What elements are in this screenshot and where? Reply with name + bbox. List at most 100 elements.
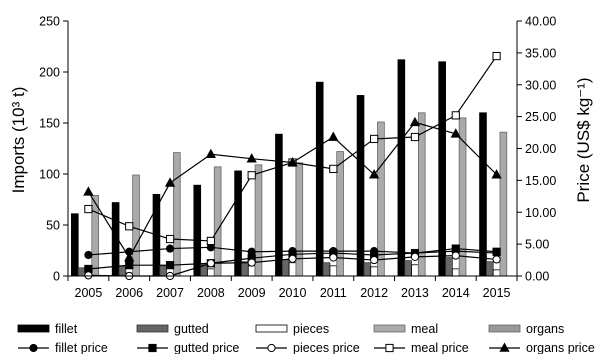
bar-pieces-2015: [492, 269, 501, 277]
point-meal-price-2006: [125, 222, 134, 231]
x-tick-label-2009: 2009: [238, 286, 266, 300]
price-lines-group: [83, 51, 502, 281]
bar-fillet-2012: [356, 95, 365, 277]
bar-fillet-2011: [315, 81, 324, 277]
point-organs-price-2007: [164, 177, 176, 187]
y-right-tick-label: 0.00: [525, 270, 549, 284]
point-meal-price-2005: [84, 204, 93, 214]
legend-item-meal: meal: [373, 322, 438, 336]
bar-meal-2007: [173, 152, 181, 277]
legend-swatch-meal: [373, 324, 406, 333]
bar-fillet-2013: [397, 59, 406, 277]
point-pieces-price-2011: [329, 253, 338, 262]
point-pieces-price-2010: [288, 254, 297, 263]
legend-label-fillet-price: fillet price: [55, 341, 108, 354]
legend-marker-pieces-price: [267, 343, 276, 353]
point-pieces-price-2008: [206, 259, 215, 268]
bar-gutted-2007: [159, 265, 168, 277]
y-axis-right-title: Price (US$ kg⁻¹): [574, 77, 593, 202]
bar-fillet-2014: [438, 61, 446, 277]
legend-swatch-fillet: [17, 324, 50, 333]
bar-gutted-2010: [281, 259, 290, 277]
point-fillet-price-2005: [84, 250, 93, 260]
bar-meal-2009: [254, 164, 263, 277]
x-tick-label-2014: 2014: [442, 286, 470, 300]
point-pieces-price-2005: [84, 271, 93, 280]
bar-meal-2015: [499, 131, 508, 277]
y-right-tick-label: 20.00: [525, 142, 556, 156]
bar-gutted-2009: [241, 261, 249, 277]
bar-pieces-2012: [370, 266, 378, 277]
point-organs-price-2015: [491, 169, 502, 179]
y-left-tick-label: 0: [53, 270, 60, 284]
point-organs-price-2008: [205, 148, 217, 159]
y-right-tick-label: 15.00: [525, 174, 556, 188]
y-left-tick-label: 200: [39, 66, 60, 80]
point-meal-price-2014: [451, 111, 460, 120]
bar-gutted-2005: [77, 267, 86, 277]
point-gutted-price-2015: [492, 247, 501, 256]
legend-item-organs: organs: [488, 322, 564, 336]
line-organs-price: [87, 121, 498, 259]
legend-item-pieces: pieces: [255, 322, 329, 336]
point-fillet-price-2007: [165, 244, 175, 253]
point-gutted-price-2006: [125, 261, 134, 270]
legend-marker-fillet-price: [29, 343, 38, 353]
point-organs-price-2010: [287, 156, 298, 167]
bar-fillet-2010: [275, 133, 283, 277]
legend-swatch-pieces: [255, 324, 288, 333]
bar-fillet-2005: [71, 213, 79, 277]
point-organs-price-2014: [450, 128, 461, 138]
y-left-tick-label: 50: [46, 219, 60, 233]
bar-series-group: [71, 59, 508, 277]
y-right-tick-label: 10.00: [525, 206, 556, 220]
legend-marker-organs-price: [499, 342, 510, 352]
point-meal-price-2013: [410, 132, 420, 142]
x-tick-label-2008: 2008: [197, 286, 225, 300]
y-right-tick-label: 25.00: [525, 110, 556, 124]
legend-label-fillet: fillet: [55, 322, 78, 336]
point-organs-price-2013: [409, 116, 421, 127]
line-meal-price: [88, 55, 498, 242]
point-meal-price-2007: [165, 234, 175, 244]
point-meal-price-2012: [370, 134, 379, 144]
x-tick-label-2015: 2015: [483, 286, 511, 300]
legend-item-gutted-price: gutted price: [137, 341, 239, 354]
y-right-tick-label: 5.00: [525, 238, 549, 252]
legend-label-pieces-price: pieces price: [293, 341, 360, 354]
legend: fillet gutted pieces meal organs fillet price…: [17, 322, 595, 354]
legend-label-gutted: gutted: [174, 322, 209, 336]
bar-gutted-2013: [404, 260, 412, 277]
legend-label-meal: meal: [411, 322, 438, 336]
legend-item-pieces-price: pieces price: [256, 341, 360, 354]
x-tick-label-2012: 2012: [360, 286, 388, 300]
y-left-tick-label: 150: [39, 117, 60, 131]
point-pieces-price-2009: [247, 258, 256, 267]
x-tick-label-2010: 2010: [279, 286, 307, 300]
legend-swatch-gutted: [136, 324, 169, 333]
point-pieces-price-2013: [410, 252, 420, 261]
bar-pieces-2009: [247, 265, 256, 277]
point-meal-price-2011: [329, 164, 338, 174]
bar-meal-2008: [213, 166, 222, 277]
x-tick-label-2006: 2006: [115, 286, 143, 300]
x-tick-label-2007: 2007: [156, 286, 184, 300]
bar-gutted-2014: [445, 257, 453, 277]
y-left-tick-label: 100: [39, 168, 60, 182]
bar-pieces-2014: [451, 268, 460, 277]
legend-item-meal-price: meal price: [374, 341, 469, 354]
bar-meal-2014: [458, 117, 467, 277]
x-tick-label-2013: 2013: [401, 286, 429, 300]
legend-label-organs-price: organs price: [526, 341, 595, 354]
y-right-tick-label: 35.00: [525, 46, 556, 60]
bar-gutted-2011: [322, 262, 331, 277]
legend-item-fillet: fillet: [17, 322, 78, 336]
legend-label-pieces: pieces: [293, 322, 329, 336]
legend-label-gutted-price: gutted price: [174, 341, 239, 354]
y-left-tick-label: 250: [39, 15, 60, 29]
point-pieces-price-2014: [451, 251, 460, 260]
point-gutted-price-2007: [165, 261, 175, 270]
point-organs-price-2011: [328, 131, 339, 141]
x-tick-label-2011: 2011: [320, 286, 347, 300]
